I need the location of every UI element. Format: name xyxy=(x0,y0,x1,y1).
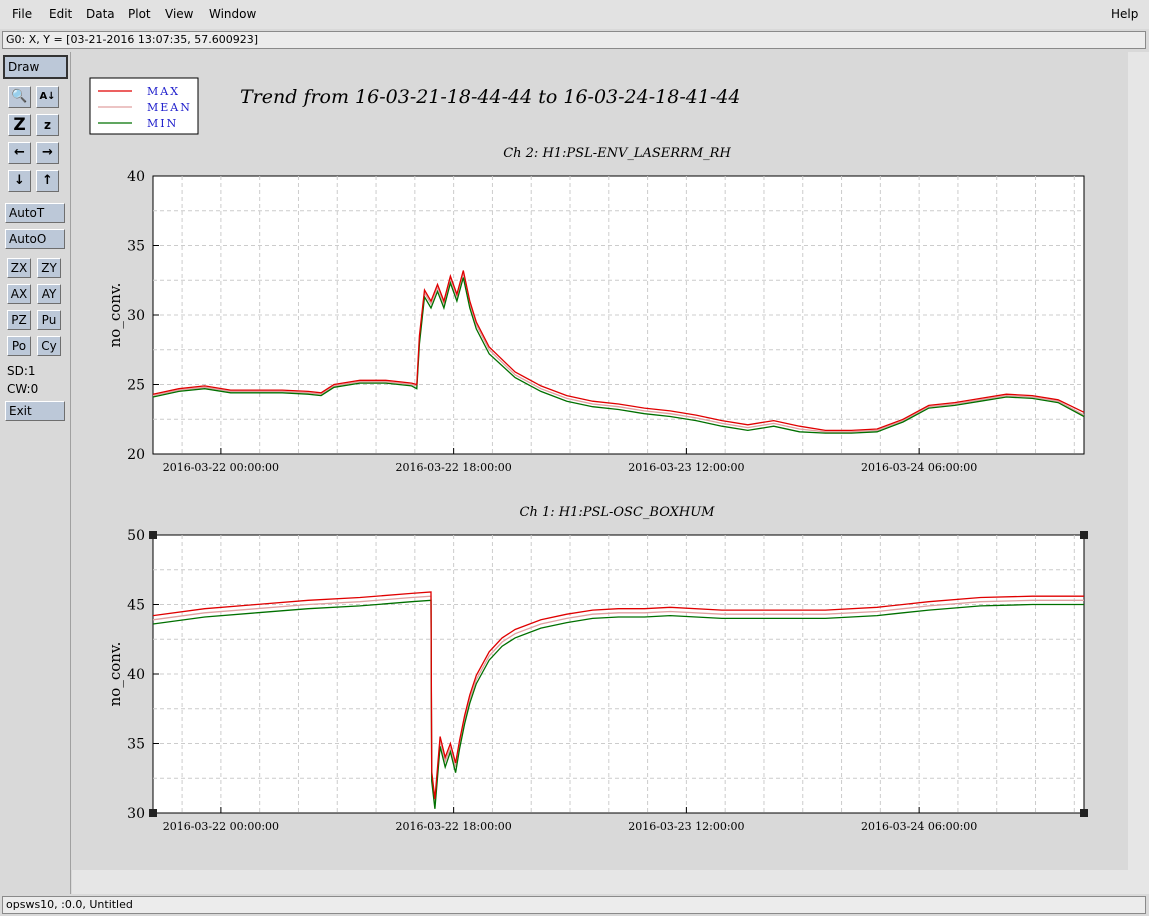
arrow-down-icon[interactable]: ↓ xyxy=(8,170,31,192)
chart-top-ylabel: no_conv. xyxy=(106,283,124,348)
y-tick-label: 50 xyxy=(127,528,145,544)
x-tick-label: 2016-03-22 00:00:00 xyxy=(163,820,279,833)
coordinate-readout: G0: X, Y = [03-21-2016 13:07:35, 57.6009… xyxy=(2,31,1146,49)
menu-window[interactable]: Window xyxy=(209,7,257,21)
legend-max-label: MAX xyxy=(147,85,180,98)
autoo-button[interactable]: AutoO xyxy=(5,229,65,249)
series-line-max xyxy=(152,591,1084,800)
y-tick-label: 35 xyxy=(127,737,145,753)
x-tick-label: 2016-03-22 18:00:00 xyxy=(395,820,511,833)
y-tick-label: 20 xyxy=(127,447,145,463)
series-line-mean xyxy=(152,595,1084,804)
magnify-icon[interactable]: 🔍 xyxy=(8,86,31,108)
draw-button[interactable]: Draw xyxy=(3,55,68,79)
x-tick-label: 2016-03-22 18:00:00 xyxy=(395,461,511,474)
series-line-max xyxy=(152,270,1085,432)
series-line-min xyxy=(152,277,1085,434)
chart-top: Ch 2: H1:PSL-ENV_LASERRM_RH 20 25 30 35 40 2… xyxy=(106,146,1085,474)
selection-handle-icon[interactable] xyxy=(149,531,157,539)
chart-bottom: Ch 1: H1:PSL-OSC_BOXHUM 30 35 40 45 50 2016-… xyxy=(106,505,1088,833)
toolbox: Draw 🔍 A↓ Z z ← → ↓ ↑ AutoT AutoO ZX ZY … xyxy=(0,52,71,894)
y-tick-label: 25 xyxy=(127,378,145,394)
menu-data[interactable]: Data xyxy=(86,7,115,21)
status-bar: opsws10, :0.0, Untitled xyxy=(2,896,1146,914)
menu-file[interactable]: File xyxy=(12,7,33,21)
y-tick-label: 30 xyxy=(127,308,145,324)
arrow-right-icon[interactable]: → xyxy=(36,142,59,164)
y-tick-label: 45 xyxy=(127,598,145,614)
pz-button[interactable]: PZ xyxy=(7,310,31,330)
y-tick-label: 40 xyxy=(127,667,145,683)
menu-edit[interactable]: Edit xyxy=(49,7,73,21)
zoom-in-icon[interactable]: Z xyxy=(8,114,31,136)
selection-handle-icon[interactable] xyxy=(149,809,157,817)
y-tick-label: 30 xyxy=(127,806,145,822)
main-title: Trend from 16-03-21-18-44-44 to 16-03-24… xyxy=(240,86,741,108)
x-tick-label: 2016-03-24 06:00:00 xyxy=(861,820,977,833)
chart-bottom-title: Ch 1: H1:PSL-OSC_BOXHUM xyxy=(520,505,716,520)
legend: MAX MEAN MIN xyxy=(89,77,199,135)
po-button[interactable]: Po xyxy=(7,336,31,356)
arrow-left-icon[interactable]: ← xyxy=(8,142,31,164)
x-tick-label: 2016-03-23 12:00:00 xyxy=(628,461,744,474)
zx-button[interactable]: ZX xyxy=(7,258,31,278)
menu-plot[interactable]: Plot xyxy=(128,7,151,21)
chart-bottom-ylabel: no_conv. xyxy=(106,642,124,707)
x-tick-label: 2016-03-24 06:00:00 xyxy=(861,461,977,474)
ax-button[interactable]: AX xyxy=(7,284,31,304)
series-line-min xyxy=(152,599,1084,809)
zy-button[interactable]: ZY xyxy=(37,258,61,278)
menu-help[interactable]: Help xyxy=(1111,7,1139,21)
legend-mean-label: MEAN xyxy=(147,101,192,114)
arrow-up-icon[interactable]: ↑ xyxy=(36,170,59,192)
plot-svg[interactable]: MAX MEAN MIN Trend from 16-03-21-18-44-4… xyxy=(72,52,1149,894)
zoom-out-icon[interactable]: z xyxy=(36,114,59,136)
cw-label: CW:0 xyxy=(7,382,39,396)
menu-bar: File Edit Data Plot View Window Help xyxy=(0,0,1149,29)
x-tick-label: 2016-03-23 12:00:00 xyxy=(628,820,744,833)
pu-button[interactable]: Pu xyxy=(37,310,61,330)
text-size-icon[interactable]: A↓ xyxy=(36,86,59,108)
cy-button[interactable]: Cy xyxy=(37,336,61,356)
plot-canvas[interactable]: MAX MEAN MIN Trend from 16-03-21-18-44-4… xyxy=(72,52,1149,894)
x-tick-label: 2016-03-22 00:00:00 xyxy=(163,461,279,474)
series-line-mean xyxy=(152,273,1085,433)
autot-button[interactable]: AutoT xyxy=(5,203,65,223)
sd-label: SD:1 xyxy=(7,364,36,378)
legend-min-label: MIN xyxy=(147,117,178,130)
y-tick-label: 35 xyxy=(127,239,145,255)
selection-handle-icon[interactable] xyxy=(1080,531,1088,539)
exit-button[interactable]: Exit xyxy=(5,401,65,421)
menu-view[interactable]: View xyxy=(165,7,194,21)
y-tick-label: 40 xyxy=(127,169,145,185)
selection-handle-icon[interactable] xyxy=(1080,809,1088,817)
chart-top-title: Ch 2: H1:PSL-ENV_LASERRM_RH xyxy=(503,146,731,161)
ay-button[interactable]: AY xyxy=(37,284,61,304)
